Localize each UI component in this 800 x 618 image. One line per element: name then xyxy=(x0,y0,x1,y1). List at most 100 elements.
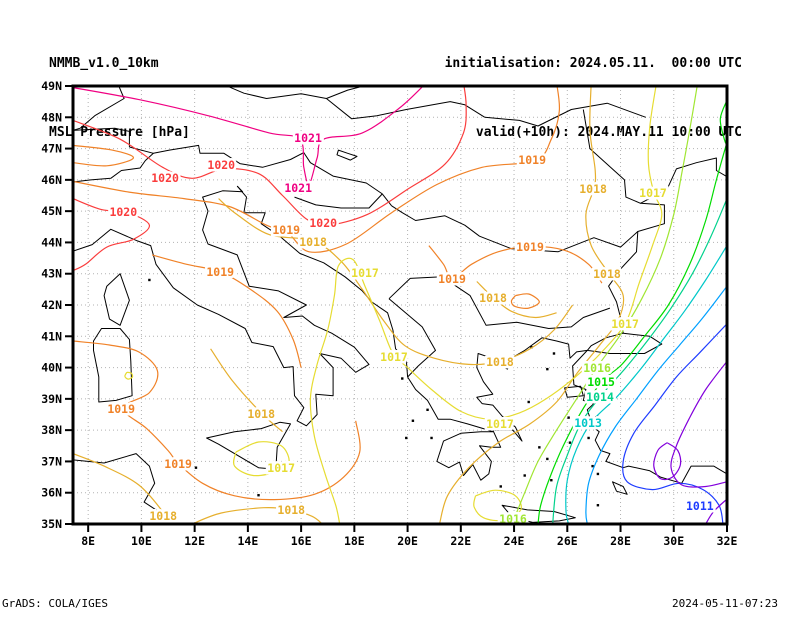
map-frame xyxy=(71,84,729,526)
country-border xyxy=(73,86,125,131)
axis-labels: 35N 36N 37N 38N 39N 40N 41N 42N 43N 44N 45N 46N 47N 4… xyxy=(41,79,737,548)
grid-lines xyxy=(73,86,727,524)
contour-labels: 1021102110201020102010201019101810191018… xyxy=(105,128,716,526)
small-island-dot xyxy=(499,485,502,488)
small-island-dot xyxy=(148,278,151,282)
contour-label: 1011 xyxy=(686,499,714,513)
small-island-dot xyxy=(596,504,600,507)
small-island-dot xyxy=(546,367,549,371)
small-island-dot xyxy=(550,479,553,482)
lon-tick-label: 18E xyxy=(344,534,365,548)
contour-1020 xyxy=(73,198,151,272)
contour-1019 xyxy=(73,340,361,501)
lon-tick-label: 22E xyxy=(450,534,471,548)
small-island-dot xyxy=(430,436,433,440)
contour-1018 xyxy=(73,453,172,524)
small-island-dot xyxy=(552,352,556,355)
lat-tick-label: 37N xyxy=(41,454,62,468)
contour-1010 xyxy=(705,498,727,524)
axes xyxy=(65,85,728,532)
contour-label: 1018 xyxy=(479,291,507,305)
contour-label: 1017 xyxy=(351,266,379,280)
small-island-dot xyxy=(568,441,572,444)
country-border xyxy=(388,276,611,329)
lon-tick-label: 10E xyxy=(131,534,152,548)
country-border xyxy=(326,98,486,120)
coastline xyxy=(586,332,663,354)
header-left: NMMB_v1.0_10km MSL Pressure [hPa] xyxy=(49,6,190,190)
small-island-dot xyxy=(546,457,549,461)
contour-label: 1017 xyxy=(267,461,295,475)
contour-1018 xyxy=(218,198,574,366)
contour-1018 xyxy=(438,86,625,524)
contour-1017 xyxy=(473,489,522,522)
country-border xyxy=(73,152,154,183)
contour-label: 1020 xyxy=(207,158,235,172)
contour-label: 1019 xyxy=(516,240,544,254)
small-island-dot xyxy=(411,419,415,422)
grads-credit: GrADS: COLA/IGES xyxy=(2,597,108,610)
lon-tick-label: 16E xyxy=(291,534,312,548)
small-island-dot xyxy=(530,346,533,349)
small-island-dot xyxy=(567,416,570,419)
country-border xyxy=(73,127,130,147)
small-island-dot xyxy=(527,400,530,404)
contour-label: 1019 xyxy=(272,223,300,237)
contour-label: 1016 xyxy=(499,512,527,526)
lon-tick-label: 24E xyxy=(504,534,525,548)
header-right: initialisation: 2024.05.11. 00:00 UTC va… xyxy=(445,6,742,190)
country-border xyxy=(129,144,392,207)
contour-1018 xyxy=(476,281,557,319)
country-border xyxy=(388,298,436,378)
lon-tick-label: 26E xyxy=(557,534,578,548)
contour-1018 xyxy=(210,348,283,433)
pressure-contours xyxy=(73,86,727,524)
contour-1018 xyxy=(191,506,323,524)
contour-1016 xyxy=(511,86,698,524)
country-border xyxy=(391,205,639,253)
contour-label: 1018 xyxy=(277,503,305,517)
contour-label: 1019 xyxy=(107,402,135,416)
coastline xyxy=(407,337,588,481)
lat-tick-label: 49N xyxy=(41,79,62,93)
contour-label: 1016 xyxy=(583,361,611,375)
lon-tick-label: 8E xyxy=(81,534,95,548)
small-island-dot xyxy=(405,436,408,440)
contour-1019 xyxy=(73,86,561,253)
lat-tick-label: 40N xyxy=(41,361,62,375)
contour-label: 1014 xyxy=(586,390,614,404)
contour-label: 1018 xyxy=(149,509,177,523)
island-outline xyxy=(93,328,133,403)
coastline xyxy=(236,185,409,378)
contour-1015 xyxy=(537,142,727,524)
contour-1019 xyxy=(510,293,540,309)
contour-1021 xyxy=(73,86,424,186)
island-outline xyxy=(206,421,291,470)
small-island-dot xyxy=(523,474,526,477)
island-outline xyxy=(612,481,628,495)
contour-label: 1018 xyxy=(579,182,607,196)
contour-label: 1017 xyxy=(380,350,408,364)
contour-1020 xyxy=(73,86,467,226)
lat-tick-label: 45N xyxy=(41,204,62,218)
contour-label: 1019 xyxy=(438,272,466,286)
lat-tick-label: 48N xyxy=(41,110,62,124)
lat-tick-label: 46N xyxy=(41,173,62,187)
lat-tick-label: 43N xyxy=(41,267,62,281)
country-border xyxy=(294,193,383,209)
contour-1019 xyxy=(151,254,302,368)
contour-label: 1017 xyxy=(639,186,667,200)
lon-tick-label: 32E xyxy=(717,534,738,548)
model-title: NMMB_v1.0_10km xyxy=(49,56,159,71)
island-outline xyxy=(564,385,584,398)
small-island-dot xyxy=(591,464,594,468)
country-border xyxy=(484,102,646,127)
lat-tick-label: 36N xyxy=(41,486,62,500)
small-island-dot xyxy=(538,446,541,449)
coastline xyxy=(73,453,172,524)
contour-label: 1021 xyxy=(294,131,322,145)
contour-1010 xyxy=(653,442,682,481)
lon-tick-label: 12E xyxy=(184,534,205,548)
